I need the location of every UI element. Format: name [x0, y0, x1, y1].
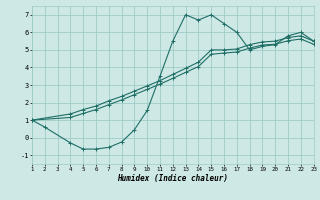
X-axis label: Humidex (Indice chaleur): Humidex (Indice chaleur)	[117, 174, 228, 183]
